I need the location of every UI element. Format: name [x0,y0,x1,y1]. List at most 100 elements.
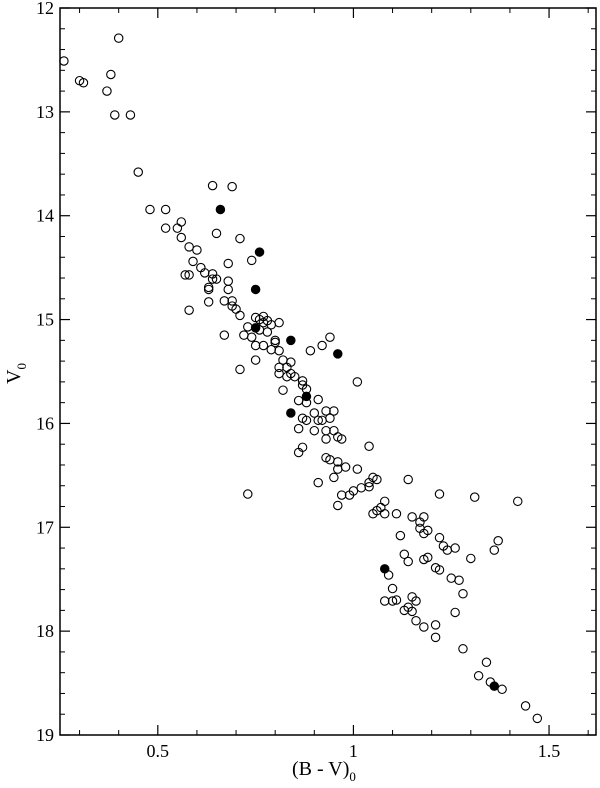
open-data-point [113,33,124,43]
y-tick-label: 18 [36,621,54,641]
open-data-point [364,482,374,492]
open-data-point [305,345,316,356]
open-data-point [125,110,136,120]
open-data-point [160,223,171,233]
open-data-point [106,69,116,80]
y-tick-label: 19 [36,725,54,745]
open-data-point [274,368,284,379]
open-data-point [434,565,445,575]
open-data-point [493,536,503,546]
open-data-point [466,553,476,564]
open-data-point [184,305,194,315]
open-data-point [395,530,406,541]
filled-data-point [301,391,312,402]
open-data-point [317,340,327,351]
open-data-point [145,204,155,215]
open-data-point [246,255,257,266]
y-tick-label: 14 [36,206,54,226]
open-data-point [336,490,347,500]
filled-data-point [215,204,226,215]
open-data-point [329,406,339,416]
open-data-point [321,425,331,436]
plot-frame [59,7,597,736]
open-data-point [250,355,261,365]
open-data-point [336,434,347,444]
open-data-point [270,335,280,346]
data-points [59,33,543,724]
open-data-point [239,330,249,340]
open-data-point [411,616,421,626]
open-data-point [407,606,417,617]
open-data-point [458,644,468,654]
open-data-point [258,340,269,351]
open-data-point [235,233,245,244]
open-data-point [293,395,304,406]
open-data-point [450,607,460,618]
open-data-point [286,357,296,367]
open-data-point [411,596,421,606]
open-data-point [403,556,413,567]
open-data-point [325,332,335,342]
open-data-point [176,217,187,227]
open-data-point [379,596,390,606]
open-data-point [352,464,363,474]
open-data-point [313,415,323,426]
open-data-point [211,274,222,284]
open-data-point [344,490,355,500]
y-tick-label: 15 [36,310,54,330]
open-data-point [387,583,398,594]
open-data-point [532,713,543,724]
open-data-point [282,371,292,382]
filled-data-point [379,564,390,574]
open-data-point [274,317,284,328]
open-data-point [203,282,214,293]
open-data-point [419,622,429,632]
open-data-point [160,204,171,215]
open-data-point [419,554,429,565]
open-data-point [262,327,273,337]
open-data-point [293,447,304,458]
y-tick-label: 13 [36,102,54,122]
open-data-point [293,423,304,434]
y-axis-title: V0 [3,363,29,384]
open-data-point [372,474,382,485]
open-data-point [203,284,214,295]
open-data-point [407,512,417,522]
filled-data-point [254,247,265,257]
open-data-point [368,509,378,519]
open-data-point [309,408,320,418]
open-data-point [235,364,245,375]
open-data-point [520,701,531,711]
open-data-point [430,632,441,643]
open-data-point [364,441,374,452]
y-axis-title-main: V [3,369,25,384]
open-data-point [278,385,288,395]
open-data-point [419,528,429,539]
open-data-point [309,425,320,436]
open-data-point [313,394,323,405]
open-data-point [329,472,339,483]
y-axis-title-subscript: 0 [14,363,29,370]
open-data-point [469,492,480,502]
open-data-point [184,270,194,280]
filled-data-point [286,408,296,418]
open-data-point [172,223,183,233]
open-data-point [110,110,120,120]
open-data-point [391,595,402,605]
open-data-point [430,620,441,630]
filled-data-point [250,284,261,295]
open-data-point [219,330,230,340]
open-data-point [78,78,89,88]
open-data-point [59,56,69,66]
open-data-point [243,322,253,332]
filled-data-point [333,349,343,359]
open-data-point [274,345,284,356]
x-axis-title-main: (B - V) [292,758,349,780]
x-axis-title-subscript: 0 [349,769,356,784]
x-tick-label: 1 [349,741,358,761]
open-data-point [246,332,257,342]
tick-labels: 0.5 1 1.5 12 13 14 15 16 17 18 19 [36,0,560,761]
filled-data-point [489,681,500,691]
open-data-point [399,549,410,560]
